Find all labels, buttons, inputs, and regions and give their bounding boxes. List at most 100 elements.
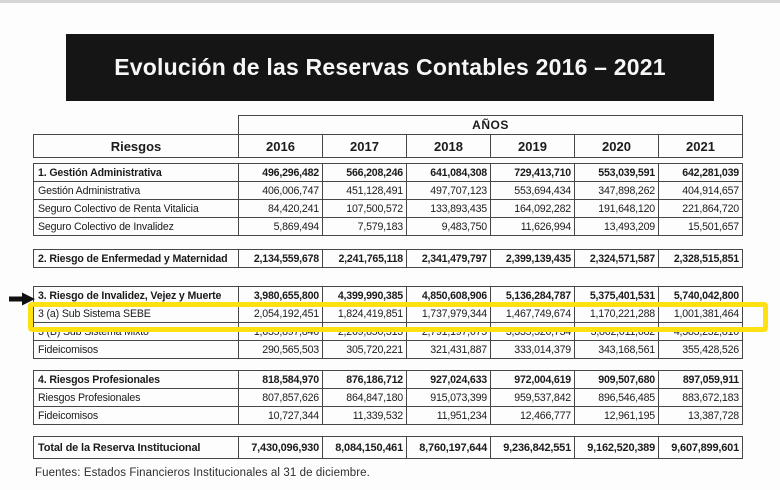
- value-cell-2021: 883,672,183: [658, 388, 743, 407]
- value-cell-2017: 4,399,990,385: [322, 286, 407, 305]
- value-cell-2020: 343,168,561: [574, 340, 659, 359]
- year-header-2016: 2016: [238, 134, 323, 158]
- row-label: 3 (B) Sub Sistema Mixto: [33, 322, 239, 341]
- value-cell-2018: 927,024,633: [406, 370, 491, 389]
- row-label: 3 (a) Sub Sistema SEBE: [33, 304, 239, 323]
- section-riesgos-profesionales: 4. Riesgos Profesionales 818,584,970 876,1…: [33, 370, 743, 425]
- value-cell-2017: 8,084,150,461: [322, 436, 407, 459]
- value-cell-2016: 807,857,626: [238, 388, 323, 407]
- value-cell-2018: 915,073,399: [406, 388, 491, 407]
- row-label: Riesgos Profesionales: [33, 388, 239, 407]
- value-cell-2020: 191,648,120: [574, 199, 659, 218]
- value-cell-2016: 84,420,241: [238, 199, 323, 218]
- year-header-row: Riesgos 2016 2017 2018 2019 2020 2021: [33, 134, 744, 158]
- row-label: Fideicomisos: [33, 340, 239, 359]
- table-row: 3 (B) Sub Sistema Mixto 1,635,897,846 2,26…: [33, 322, 743, 341]
- value-cell-2016: 406,006,747: [238, 181, 323, 200]
- row-label: Fideicomisos: [33, 406, 239, 425]
- row-label: 3. Riesgo de Invalidez, Vejez y Muerte: [33, 286, 239, 305]
- value-cell-2021: 13,387,728: [658, 406, 743, 425]
- table-row: Riesgos Profesionales 807,857,626 864,847,…: [33, 388, 743, 407]
- value-cell-2019: 553,694,434: [490, 181, 575, 200]
- value-cell-2018: 4,850,608,906: [406, 286, 491, 305]
- row-label: Seguro Colectivo de Invalidez: [33, 217, 239, 236]
- table-row: 3. Riesgo de Invalidez, Vejez y Muerte 3,…: [33, 286, 743, 305]
- value-cell-2017: 2,269,850,313: [322, 322, 407, 341]
- years-group-header: AÑOS: [237, 115, 744, 135]
- value-cell-2021: 2,328,515,851: [658, 249, 743, 268]
- value-cell-2020: 9,162,520,389: [574, 436, 659, 459]
- value-cell-2017: 7,579,183: [322, 217, 407, 236]
- value-cell-2020: 553,039,591: [574, 163, 659, 182]
- value-cell-2021: 221,864,720: [658, 199, 743, 218]
- value-cell-2019: 164,092,282: [490, 199, 575, 218]
- value-cell-2021: 355,428,526: [658, 340, 743, 359]
- value-cell-2016: 3,980,655,800: [238, 286, 323, 305]
- title-banner: Evolución de las Reservas Contables 2016…: [66, 34, 714, 101]
- section-gestion-administrativa: 1. Gestión Administrativa 496,296,482 566,…: [33, 163, 743, 236]
- value-cell-2018: 8,760,197,644: [406, 436, 491, 459]
- year-header-2021: 2021: [657, 134, 744, 158]
- value-cell-2019: 972,004,619: [490, 370, 575, 389]
- value-cell-2019: 959,537,842: [490, 388, 575, 407]
- table-row: Gestión Administrativa 406,006,747 451,128…: [33, 181, 743, 200]
- source-note: Fuentes: Estados Financieros Institucion…: [35, 467, 370, 479]
- value-cell-2018: 1,737,979,344: [406, 304, 491, 323]
- value-cell-2020: 909,507,680: [574, 370, 659, 389]
- right-arrow-icon: [9, 292, 35, 305]
- table-row: Seguro Colectivo de Renta Vitalicia 84,42…: [33, 199, 743, 218]
- value-cell-2019: 333,014,379: [490, 340, 575, 359]
- value-cell-2021: 5,740,042,800: [658, 286, 743, 305]
- value-cell-2018: 2,791,197,675: [406, 322, 491, 341]
- value-cell-2019: 2,399,139,435: [490, 249, 575, 268]
- value-cell-2017: 2,241,765,118: [322, 249, 407, 268]
- value-cell-2016: 2,134,559,678: [238, 249, 323, 268]
- value-cell-2016: 496,296,482: [238, 163, 323, 182]
- value-cell-2018: 321,431,887: [406, 340, 491, 359]
- row-label: Total de la Reserva Institucional: [33, 436, 239, 459]
- section-invalidez-vejez-muerte: 3. Riesgo de Invalidez, Vejez y Muerte 3,…: [33, 286, 743, 359]
- year-header-2017: 2017: [322, 134, 407, 158]
- value-cell-2018: 641,084,308: [406, 163, 491, 182]
- value-cell-2019: 12,466,777: [490, 406, 575, 425]
- value-cell-2019: 5,136,284,787: [490, 286, 575, 305]
- value-cell-2019: 729,413,710: [490, 163, 575, 182]
- value-cell-2020: 347,898,262: [574, 181, 659, 200]
- value-cell-2017: 876,186,712: [322, 370, 407, 389]
- value-cell-2020: 3,862,011,682: [574, 322, 659, 341]
- year-header-2019: 2019: [490, 134, 575, 158]
- value-cell-2018: 11,951,234: [406, 406, 491, 425]
- table-row: 2. Riesgo de Enfermedad y Maternidad 2,13…: [33, 249, 743, 268]
- row-label: Seguro Colectivo de Renta Vitalicia: [33, 199, 239, 218]
- value-cell-2021: 897,059,911: [658, 370, 743, 389]
- value-cell-2017: 1,824,419,851: [322, 304, 407, 323]
- section-total: Total de la Reserva Institucional 7,430,0…: [33, 436, 743, 459]
- value-cell-2016: 2,054,192,451: [238, 304, 323, 323]
- table-row: 1. Gestión Administrativa 496,296,482 566,…: [33, 163, 743, 182]
- row-label: 1. Gestión Administrativa: [33, 163, 239, 182]
- value-cell-2017: 11,339,532: [322, 406, 407, 425]
- value-cell-2017: 864,847,180: [322, 388, 407, 407]
- risk-column-header: Riesgos: [33, 134, 239, 158]
- value-cell-2019: 1,467,749,674: [490, 304, 575, 323]
- table-header: AÑOS Riesgos 2016 2017 2018 2019 2020 2021: [33, 115, 744, 158]
- value-cell-2017: 107,500,572: [322, 199, 407, 218]
- value-cell-2019: 9,236,842,551: [490, 436, 575, 459]
- value-cell-2021: 4,383,232,810: [658, 322, 743, 341]
- year-header-2018: 2018: [406, 134, 491, 158]
- value-cell-2017: 451,128,491: [322, 181, 407, 200]
- value-cell-2020: 5,375,401,531: [574, 286, 659, 305]
- value-cell-2016: 10,727,344: [238, 406, 323, 425]
- value-cell-2020: 12,961,195: [574, 406, 659, 425]
- year-header-2020: 2020: [574, 134, 659, 158]
- value-cell-2018: 497,707,123: [406, 181, 491, 200]
- table-row: 3 (a) Sub Sistema SEBE 2,054,192,451 1,824…: [33, 304, 743, 323]
- value-cell-2020: 2,324,571,587: [574, 249, 659, 268]
- section-enfermedad-maternidad: 2. Riesgo de Enfermedad y Maternidad 2,13…: [33, 249, 743, 268]
- value-cell-2020: 13,493,209: [574, 217, 659, 236]
- page-title: Evolución de las Reservas Contables 2016…: [114, 54, 666, 80]
- value-cell-2019: 3,335,520,734: [490, 322, 575, 341]
- value-cell-2017: 566,208,246: [322, 163, 407, 182]
- value-cell-2016: 290,565,503: [238, 340, 323, 359]
- value-cell-2016: 5,869,494: [238, 217, 323, 236]
